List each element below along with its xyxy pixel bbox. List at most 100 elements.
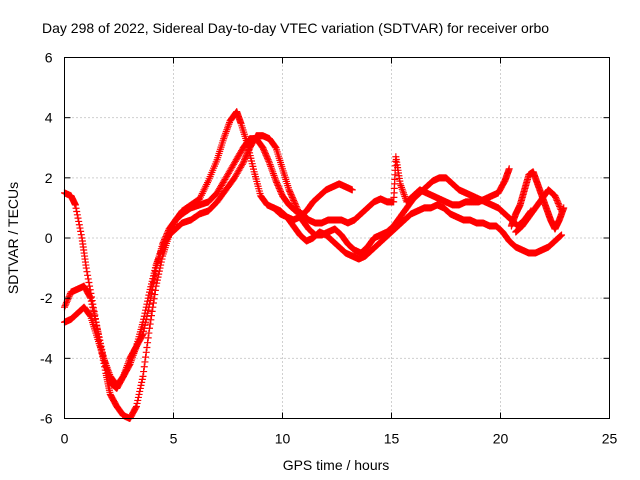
data-point <box>140 312 148 320</box>
data-point <box>290 196 298 204</box>
data-point <box>552 195 560 203</box>
data-point <box>88 300 96 308</box>
y-tick-label: 0 <box>45 230 53 246</box>
data-point <box>286 187 294 195</box>
x-tick-label: 0 <box>61 431 69 447</box>
data-point <box>556 202 564 210</box>
y-tick-label: 2 <box>45 170 53 186</box>
data-point <box>138 375 146 383</box>
data-point <box>74 214 82 222</box>
data-point <box>291 199 299 207</box>
data-point <box>273 178 281 186</box>
data-point <box>76 224 84 232</box>
data-point <box>89 303 97 311</box>
data-point <box>271 143 279 151</box>
data-point <box>146 320 154 328</box>
data-point <box>294 207 302 215</box>
data-point <box>89 306 97 314</box>
data-point <box>134 396 142 404</box>
plot-frame <box>64 57 610 419</box>
data-point <box>293 204 301 212</box>
x-tick-labels: 0 5 10 15 20 25 <box>61 431 618 447</box>
data-point <box>292 201 300 209</box>
data-point <box>148 307 156 315</box>
data-point <box>263 153 271 161</box>
data-point <box>292 202 300 210</box>
data-point <box>241 154 249 162</box>
data-point <box>145 329 153 337</box>
data-point <box>153 279 161 287</box>
data-point <box>73 208 81 216</box>
data-point <box>274 181 282 189</box>
data-point <box>242 153 250 161</box>
data-point <box>132 404 140 412</box>
y-tick-label: 6 <box>45 50 53 66</box>
data-point <box>77 227 85 235</box>
data-point <box>86 293 94 301</box>
x-axis-label: GPS time / hours <box>283 457 390 473</box>
data-point <box>552 193 560 201</box>
data-point <box>137 381 145 389</box>
data-point <box>244 147 252 155</box>
data-point <box>557 232 565 240</box>
data-point <box>240 157 248 165</box>
data-point <box>285 186 293 194</box>
data-point <box>273 180 281 188</box>
data-point <box>140 363 148 371</box>
data-point <box>556 232 564 240</box>
data-point <box>558 231 566 239</box>
data-point <box>260 147 268 155</box>
data-point <box>153 276 161 284</box>
data-point <box>241 156 249 164</box>
data-point <box>143 344 151 352</box>
data-point <box>265 157 273 165</box>
data-point <box>136 387 144 395</box>
data-point <box>142 306 150 314</box>
data-point <box>147 316 155 324</box>
data-point <box>65 293 73 301</box>
data-point <box>77 231 85 239</box>
data-point <box>144 297 152 305</box>
x-tick-label: 10 <box>275 431 291 447</box>
data-point <box>556 204 564 212</box>
y-tick-label: 4 <box>45 110 53 126</box>
series-track-d <box>270 201 566 263</box>
x-tick-label: 5 <box>170 431 178 447</box>
data-point <box>75 221 83 229</box>
data-point <box>555 201 563 209</box>
data-point <box>275 184 283 192</box>
data-point <box>244 148 252 156</box>
data-point <box>348 186 356 194</box>
data-point <box>82 264 90 272</box>
data-point <box>87 297 95 305</box>
data-point <box>296 210 304 218</box>
data-point <box>557 205 565 213</box>
data-point <box>72 204 80 212</box>
data-point <box>287 190 295 198</box>
data-point <box>144 339 152 347</box>
data-point <box>554 199 562 207</box>
data-point <box>140 368 148 376</box>
data-point <box>276 186 284 194</box>
data-point <box>243 151 251 159</box>
grid <box>64 57 610 419</box>
data-point <box>272 177 280 185</box>
data-point <box>288 192 296 200</box>
data-point <box>286 189 294 197</box>
data-point <box>138 378 146 386</box>
data-point <box>139 318 147 326</box>
data-point <box>144 334 152 342</box>
data-point <box>142 353 150 361</box>
y-axis-label: SDTVAR / TECUs <box>5 182 21 294</box>
data-point <box>262 151 270 159</box>
data-point <box>86 311 94 319</box>
data-marks <box>61 108 568 422</box>
data-point <box>143 300 151 308</box>
data-point <box>85 279 93 287</box>
data-point <box>151 286 159 294</box>
data-point <box>133 399 141 407</box>
data-point <box>135 390 143 398</box>
data-point <box>295 208 303 216</box>
data-point <box>64 296 72 304</box>
